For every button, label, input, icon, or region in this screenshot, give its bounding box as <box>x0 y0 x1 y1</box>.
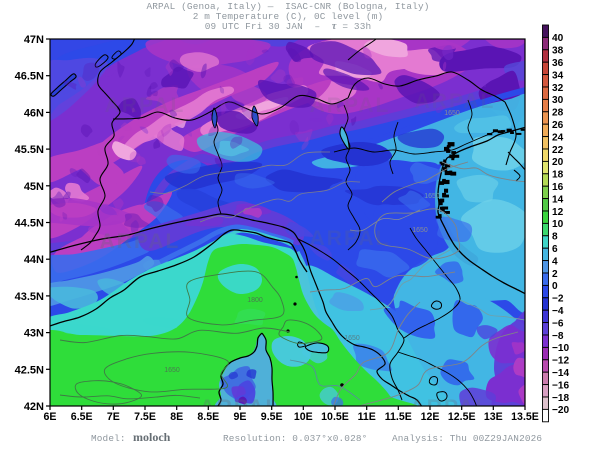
svg-text:45N: 45N <box>24 181 44 193</box>
svg-text:1650: 1650 <box>344 335 360 342</box>
svg-text:8.5E: 8.5E <box>197 411 219 423</box>
svg-text:12E: 12E <box>421 411 440 423</box>
svg-text:44N: 44N <box>24 254 44 266</box>
svg-text:2: 2 <box>552 269 558 280</box>
svg-text:44.5N: 44.5N <box>15 218 44 230</box>
svg-text:7.5E: 7.5E <box>134 411 156 423</box>
svg-text:28: 28 <box>552 108 564 119</box>
svg-text:1650: 1650 <box>412 227 428 234</box>
svg-text:0: 0 <box>552 281 558 292</box>
svg-text:18: 18 <box>552 170 564 181</box>
svg-text:38: 38 <box>552 46 564 57</box>
svg-text:1650: 1650 <box>424 193 440 200</box>
svg-text:43.5N: 43.5N <box>15 291 44 303</box>
svg-text:9.5E: 9.5E <box>261 411 283 423</box>
svg-text:ARPAL: ARPAL <box>310 94 391 117</box>
svg-text:42.5N: 42.5N <box>15 364 44 376</box>
svg-text:4: 4 <box>552 256 558 267</box>
svg-text:32: 32 <box>552 83 564 94</box>
svg-text:11E: 11E <box>358 411 376 423</box>
svg-text:1650: 1650 <box>164 367 180 374</box>
svg-text:moloch: moloch <box>133 430 171 444</box>
svg-text:9E: 9E <box>234 411 247 423</box>
svg-text:ARPAL (Genoa, Italy) — ISAC-: ARPAL (Genoa, Italy) — ISAC-CNR (Bologna… <box>146 1 429 12</box>
svg-text:14: 14 <box>552 194 564 205</box>
svg-text:−8: −8 <box>552 331 564 342</box>
svg-text:34: 34 <box>552 70 564 81</box>
svg-text:30: 30 <box>552 95 564 106</box>
svg-text:ARPAL: ARPAL <box>410 396 491 419</box>
svg-text:40: 40 <box>552 33 564 44</box>
svg-text:6.5E: 6.5E <box>71 411 93 423</box>
svg-text:2 m Temperature (C), 0C level: 2 m Temperature (C), 0C level (m) <box>193 11 384 22</box>
svg-text:47N: 47N <box>24 34 44 46</box>
svg-text:26: 26 <box>552 120 564 131</box>
svg-text:−4: −4 <box>552 306 564 317</box>
svg-text:ARPAL: ARPAL <box>200 396 281 419</box>
svg-text:46N: 46N <box>24 107 44 119</box>
svg-text:22: 22 <box>552 145 564 156</box>
svg-text:Model:: Model: <box>91 433 126 444</box>
svg-text:ARPAL: ARPAL <box>415 90 496 113</box>
svg-text:11.5E: 11.5E <box>385 411 412 423</box>
svg-text:36: 36 <box>552 58 564 69</box>
svg-text:8: 8 <box>552 232 558 243</box>
svg-text:1800: 1800 <box>247 297 263 304</box>
svg-text:−2: −2 <box>552 294 564 305</box>
svg-text:13.5E: 13.5E <box>511 411 539 423</box>
svg-text:46.5N: 46.5N <box>15 71 44 83</box>
svg-text:20: 20 <box>552 157 564 168</box>
svg-text:ARPAL: ARPAL <box>310 227 391 250</box>
svg-text:6: 6 <box>552 244 558 255</box>
svg-text:8E: 8E <box>170 411 183 423</box>
svg-text:24: 24 <box>552 132 564 143</box>
svg-text:1650: 1650 <box>444 110 460 117</box>
svg-text:7E: 7E <box>107 411 120 423</box>
svg-text:45.5N: 45.5N <box>15 144 44 156</box>
svg-text:42N: 42N <box>24 401 44 413</box>
svg-text:16: 16 <box>552 182 564 193</box>
svg-text:ARPAL: ARPAL <box>100 230 181 253</box>
svg-text:−16: −16 <box>552 380 570 391</box>
svg-text:13E: 13E <box>484 411 503 423</box>
svg-text:12.5E: 12.5E <box>448 411 476 423</box>
svg-text:10.5E: 10.5E <box>321 411 349 423</box>
svg-text:12: 12 <box>552 207 564 218</box>
svg-text:10E: 10E <box>294 411 313 423</box>
svg-text:−18: −18 <box>552 393 570 404</box>
svg-text:09 UTC Fri 30 JAN – τ = 33h: 09 UTC Fri 30 JAN – τ = 33h <box>205 21 372 32</box>
svg-text:−14: −14 <box>552 368 570 379</box>
svg-text:Resolution: 0.037°x0.028°: Resolution: 0.037°x0.028° <box>223 433 367 444</box>
svg-text:6E: 6E <box>44 411 57 423</box>
svg-text:Analysis: Thu 00Z29JAN2026: Analysis: Thu 00Z29JAN2026 <box>392 433 542 444</box>
svg-text:−10: −10 <box>552 343 570 354</box>
svg-text:−6: −6 <box>552 318 564 329</box>
svg-text:−20: −20 <box>552 405 570 416</box>
svg-text:10: 10 <box>552 219 564 230</box>
svg-text:ARPAL: ARPAL <box>105 94 186 117</box>
svg-text:−12: −12 <box>552 356 570 367</box>
svg-text:43N: 43N <box>24 328 44 340</box>
